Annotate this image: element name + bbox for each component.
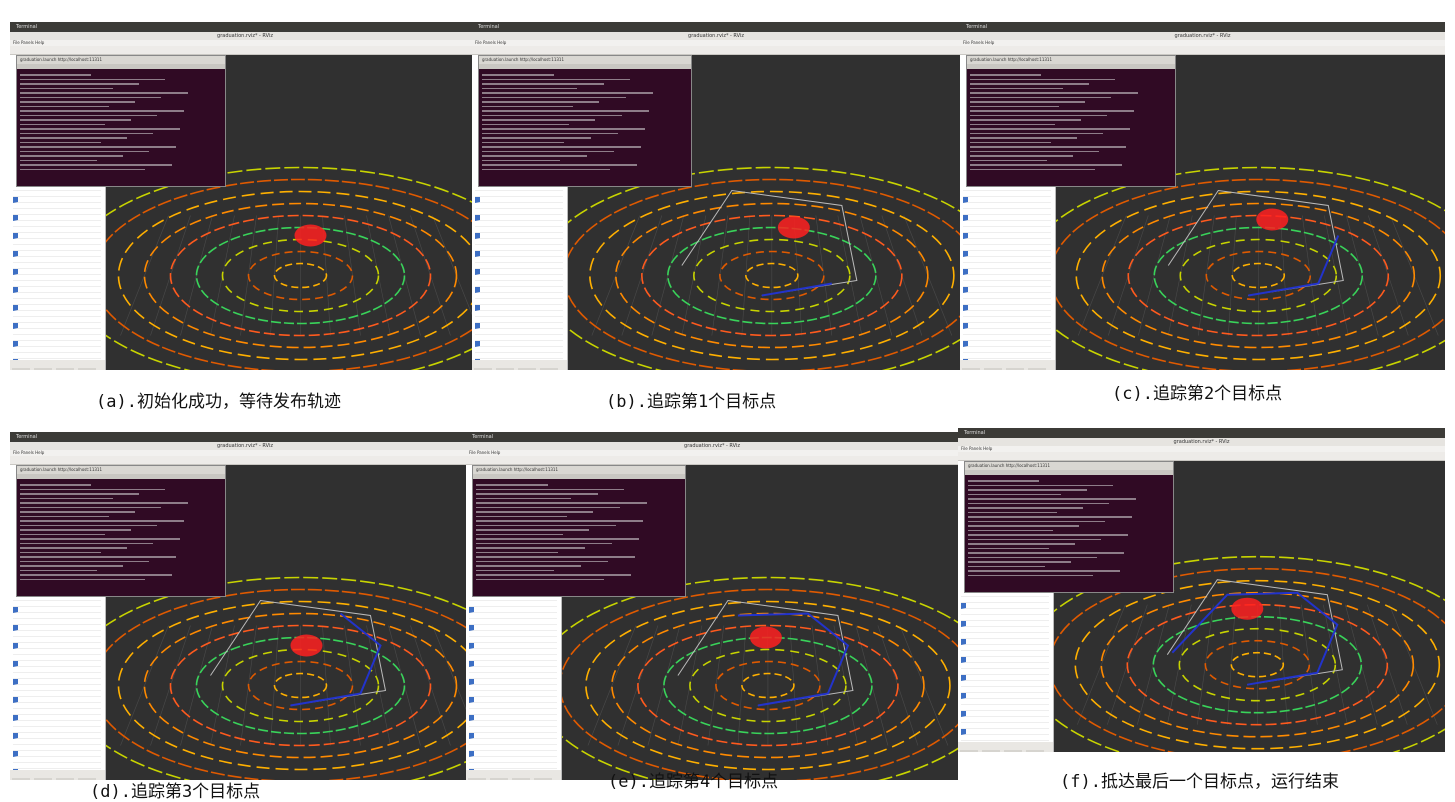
terminal-output (479, 69, 691, 175)
display-buttons[interactable] (10, 770, 105, 780)
screenshot-panel-e: Terminal graduation.rviz* - RViz File Pa… (466, 432, 958, 780)
menu-bar[interactable]: File Panels Help (10, 450, 480, 456)
window-title: graduation.rviz* - RViz (10, 32, 480, 40)
system-topbar: Terminal (10, 432, 480, 442)
window-title: graduation.rviz* - RViz (466, 442, 958, 450)
display-buttons[interactable] (466, 770, 561, 780)
rviz-toolbar[interactable] (958, 452, 1445, 465)
terminal-window[interactable]: graduation.launch http://localhost:11311 (964, 461, 1174, 593)
system-topbar: Terminal (466, 432, 958, 442)
terminal-output (473, 479, 685, 585)
terminal-window[interactable]: graduation.launch http://localhost:11311 (478, 55, 692, 187)
caption-a: (a).初始化成功，等待发布轨迹 (96, 392, 341, 412)
terminal-output (965, 475, 1173, 581)
topbar-app-name: Terminal (16, 24, 38, 30)
terminal-output (17, 479, 225, 585)
terminal-window[interactable]: graduation.launch http://localhost:11311 (16, 465, 226, 597)
terminal-title: graduation.launch http://localhost:11311 (479, 56, 691, 64)
terminal-window[interactable]: graduation.launch http://localhost:11311 (966, 55, 1176, 187)
window-title: graduation.rviz* - RViz (10, 442, 480, 450)
topbar-app-name: Terminal (16, 434, 38, 440)
lidar-scene (568, 166, 960, 370)
terminal-window[interactable]: graduation.launch http://localhost:11311 (472, 465, 686, 597)
terminal-tabs[interactable] (967, 64, 1175, 69)
system-topbar: Terminal (958, 428, 1445, 438)
menu-bar[interactable]: File Panels Help (960, 40, 1445, 46)
system-topbar: Terminal (472, 22, 960, 32)
screenshot-panel-d: Terminal graduation.rviz* - RViz File Pa… (10, 432, 480, 780)
rviz-3d-viewport[interactable] (106, 55, 480, 370)
display-buttons[interactable] (958, 742, 1053, 752)
topbar-app-name: Terminal (966, 24, 988, 30)
terminal-window[interactable]: graduation.launch http://localhost:11311 (16, 55, 226, 187)
caption-c: (c).追踪第2个目标点 (1112, 384, 1283, 404)
window-title: graduation.rviz* - RViz (960, 32, 1445, 40)
menu-bar[interactable]: File Panels Help (10, 40, 480, 46)
terminal-title: graduation.launch http://localhost:11311 (17, 56, 225, 64)
rviz-toolbar[interactable] (10, 456, 480, 469)
screenshot-panel-f: Terminal graduation.rviz* - RViz File Pa… (958, 428, 1445, 752)
rviz-toolbar[interactable] (10, 46, 480, 59)
menu-bar[interactable]: File Panels Help (472, 40, 960, 46)
caption-f: (f).抵达最后一个目标点，运行结束 (1060, 772, 1339, 792)
lidar-scene (562, 576, 958, 780)
rviz-toolbar[interactable] (960, 46, 1445, 59)
display-buttons[interactable] (472, 360, 567, 370)
terminal-tabs[interactable] (473, 474, 685, 479)
window-title: graduation.rviz* - RViz (958, 438, 1445, 446)
system-topbar: Terminal (960, 22, 1445, 32)
terminal-title: graduation.launch http://localhost:11311 (965, 462, 1173, 470)
lidar-scene (1056, 166, 1445, 370)
terminal-tabs[interactable] (479, 64, 691, 69)
caption-d: (d).追踪第3个目标点 (90, 782, 261, 802)
terminal-tabs[interactable] (17, 474, 225, 479)
window-title: graduation.rviz* - RViz (472, 32, 960, 40)
terminal-title: graduation.launch http://localhost:11311 (17, 466, 225, 474)
screenshot-panel-c: Terminal graduation.rviz* - RViz File Pa… (960, 22, 1445, 370)
rviz-toolbar[interactable] (466, 456, 958, 469)
screenshot-panel-a: Terminal graduation.rviz* - RViz File Pa… (10, 22, 480, 370)
display-buttons[interactable] (960, 360, 1055, 370)
terminal-output (17, 69, 225, 175)
menu-bar[interactable]: File Panels Help (466, 450, 958, 456)
topbar-app-name: Terminal (964, 430, 986, 436)
caption-e: (e).追踪第4个目标点 (608, 772, 779, 792)
terminal-title: graduation.launch http://localhost:11311 (473, 466, 685, 474)
terminal-tabs[interactable] (17, 64, 225, 69)
topbar-app-name: Terminal (472, 434, 494, 440)
system-topbar: Terminal (10, 22, 480, 32)
terminal-tabs[interactable] (965, 470, 1173, 475)
menu-bar[interactable]: File Panels Help (958, 446, 1445, 452)
caption-b: (b).追踪第1个目标点 (606, 392, 777, 412)
rviz-toolbar[interactable] (472, 46, 960, 59)
lidar-scene (106, 576, 480, 780)
screenshot-panel-b: Terminal graduation.rviz* - RViz File Pa… (472, 22, 960, 370)
lidar-scene (106, 166, 480, 370)
terminal-title: graduation.launch http://localhost:11311 (967, 56, 1175, 64)
topbar-app-name: Terminal (478, 24, 500, 30)
display-buttons[interactable] (10, 360, 105, 370)
lidar-scene (1054, 555, 1445, 752)
terminal-output (967, 69, 1175, 175)
